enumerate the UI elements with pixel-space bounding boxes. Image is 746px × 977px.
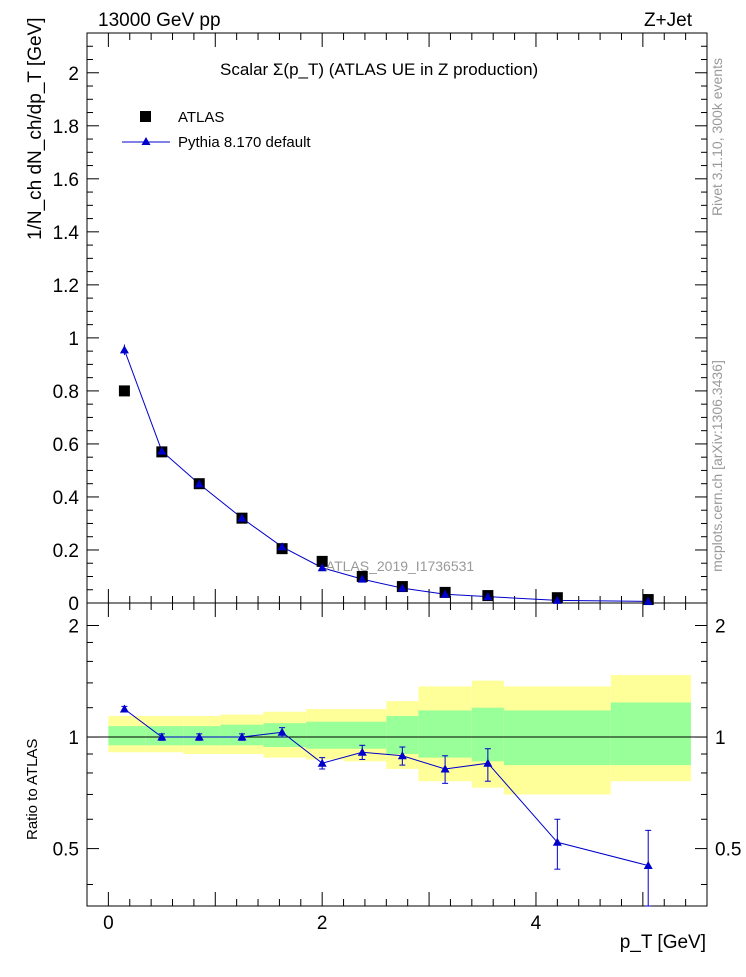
axis-ticks: 00.20.40.60.811.21.41.61.820 2 40.5 0.51 12 2 xyxy=(53,32,741,934)
inner-uncertainty-bin xyxy=(343,721,387,749)
pythia-point xyxy=(552,595,562,604)
ratio-line xyxy=(124,708,649,867)
ratio-point xyxy=(483,758,493,767)
inner-uncertainty-bin xyxy=(108,726,146,746)
x-tick-label: 2 xyxy=(317,913,328,934)
ratio-y-tick-label: 1 xyxy=(715,728,726,749)
ratio-y-tick-label: 2 xyxy=(68,616,79,637)
mcplots-note: mcplots.cern.ch [arXiv:1306.3436] xyxy=(709,360,725,572)
rivet-note: Rivet 3.1.10, 300k events xyxy=(709,58,725,216)
legend-pythia-label: Pythia 8.170 default xyxy=(178,134,311,151)
main-y-tick-label: 1 xyxy=(68,329,79,350)
pythia-point xyxy=(157,446,167,455)
ratio-y-tick-label: 0.5 xyxy=(715,840,741,861)
process-label: Z+Jet xyxy=(644,10,693,31)
x-axis-label: p_T [GeV] xyxy=(620,932,706,954)
ratio-y-tick-label: 1 xyxy=(68,728,79,749)
x-axis-label-text: p_T [GeV] xyxy=(619,932,706,953)
main-y-tick-label: 1.6 xyxy=(53,170,79,191)
ratio-point xyxy=(194,732,204,741)
pythia-point xyxy=(119,345,129,354)
pythia-point xyxy=(643,596,653,605)
pythia-point xyxy=(194,479,204,488)
main-y-tick-label: 2 xyxy=(68,64,79,85)
atlas-point xyxy=(316,555,328,567)
pythia-line xyxy=(123,349,649,602)
inner-uncertainty-bin xyxy=(183,726,221,746)
legend: ATLAS Pythia 8.170 default xyxy=(122,109,311,151)
atlas-point xyxy=(118,385,130,397)
ratio-point xyxy=(157,732,167,741)
main-y-tick-label: 1.8 xyxy=(53,117,79,138)
inner-uncertainty-bin xyxy=(610,702,691,766)
ratio-point xyxy=(440,764,450,773)
ratio-point xyxy=(397,751,407,760)
x-tick-label: 0 xyxy=(103,913,114,934)
analysis-watermark: ATLAS_2019_I1736531 xyxy=(326,558,475,574)
inner-uncertainty-bin xyxy=(145,726,184,746)
main-y-tick-label: 1.2 xyxy=(53,276,79,297)
main-y-tick-label: 0.2 xyxy=(53,541,79,562)
ratio-y-tick-label: 0.5 xyxy=(53,840,79,861)
ratio-y-axis-label: Ratio to ATLAS xyxy=(24,739,41,840)
ratio-point xyxy=(277,727,287,736)
pythia-point xyxy=(357,574,367,583)
ratio-point xyxy=(357,747,367,756)
pythia-point xyxy=(440,589,450,598)
ratio-point xyxy=(119,704,129,713)
x-tick-label: 4 xyxy=(531,913,542,934)
ratio-point xyxy=(643,861,653,870)
ratio-y-tick-label: 2 xyxy=(715,616,726,637)
legend-pythia-marker xyxy=(141,137,151,145)
inner-uncertainty-bin xyxy=(503,710,611,766)
inner-uncertainty-bin xyxy=(306,721,344,749)
data-layer xyxy=(118,344,654,907)
pythia-point xyxy=(483,592,493,601)
main-y-axis-label: 1/N_ch dN_ch/dp_T [GeV] xyxy=(25,18,47,241)
main-y-axis-label-text: 1/N_ch dN_ch/dp_T [GeV] xyxy=(25,17,46,241)
ratio-y-axis-label-text: Ratio to ATLAS xyxy=(24,738,41,840)
legend-atlas-marker xyxy=(140,111,151,122)
inner-uncertainty-bin xyxy=(418,710,472,758)
pythia-point xyxy=(317,563,327,572)
main-y-tick-label: 0.6 xyxy=(53,435,79,456)
main-y-tick-label: 0 xyxy=(68,594,79,615)
ratio-point xyxy=(237,732,247,741)
pythia-point xyxy=(237,513,247,522)
main-y-tick-label: 1.4 xyxy=(53,223,80,244)
ratio-point xyxy=(552,837,562,846)
pythia-point xyxy=(397,583,407,592)
ratio-uncertainty-bands xyxy=(87,675,707,795)
main-y-tick-label: 0.4 xyxy=(53,488,80,509)
legend-atlas-label: ATLAS xyxy=(178,109,224,126)
energy-label: 13000 GeV pp xyxy=(98,10,221,31)
ratio-point xyxy=(317,758,327,767)
plot-title-text: Scalar Σ(p_T) (ATLAS UE in Z production) xyxy=(220,60,539,79)
plot-title: Scalar Σ(p_T) (ATLAS UE in Z production) xyxy=(220,60,538,80)
pythia-point xyxy=(277,542,287,551)
main-y-tick-label: 0.8 xyxy=(53,382,79,403)
